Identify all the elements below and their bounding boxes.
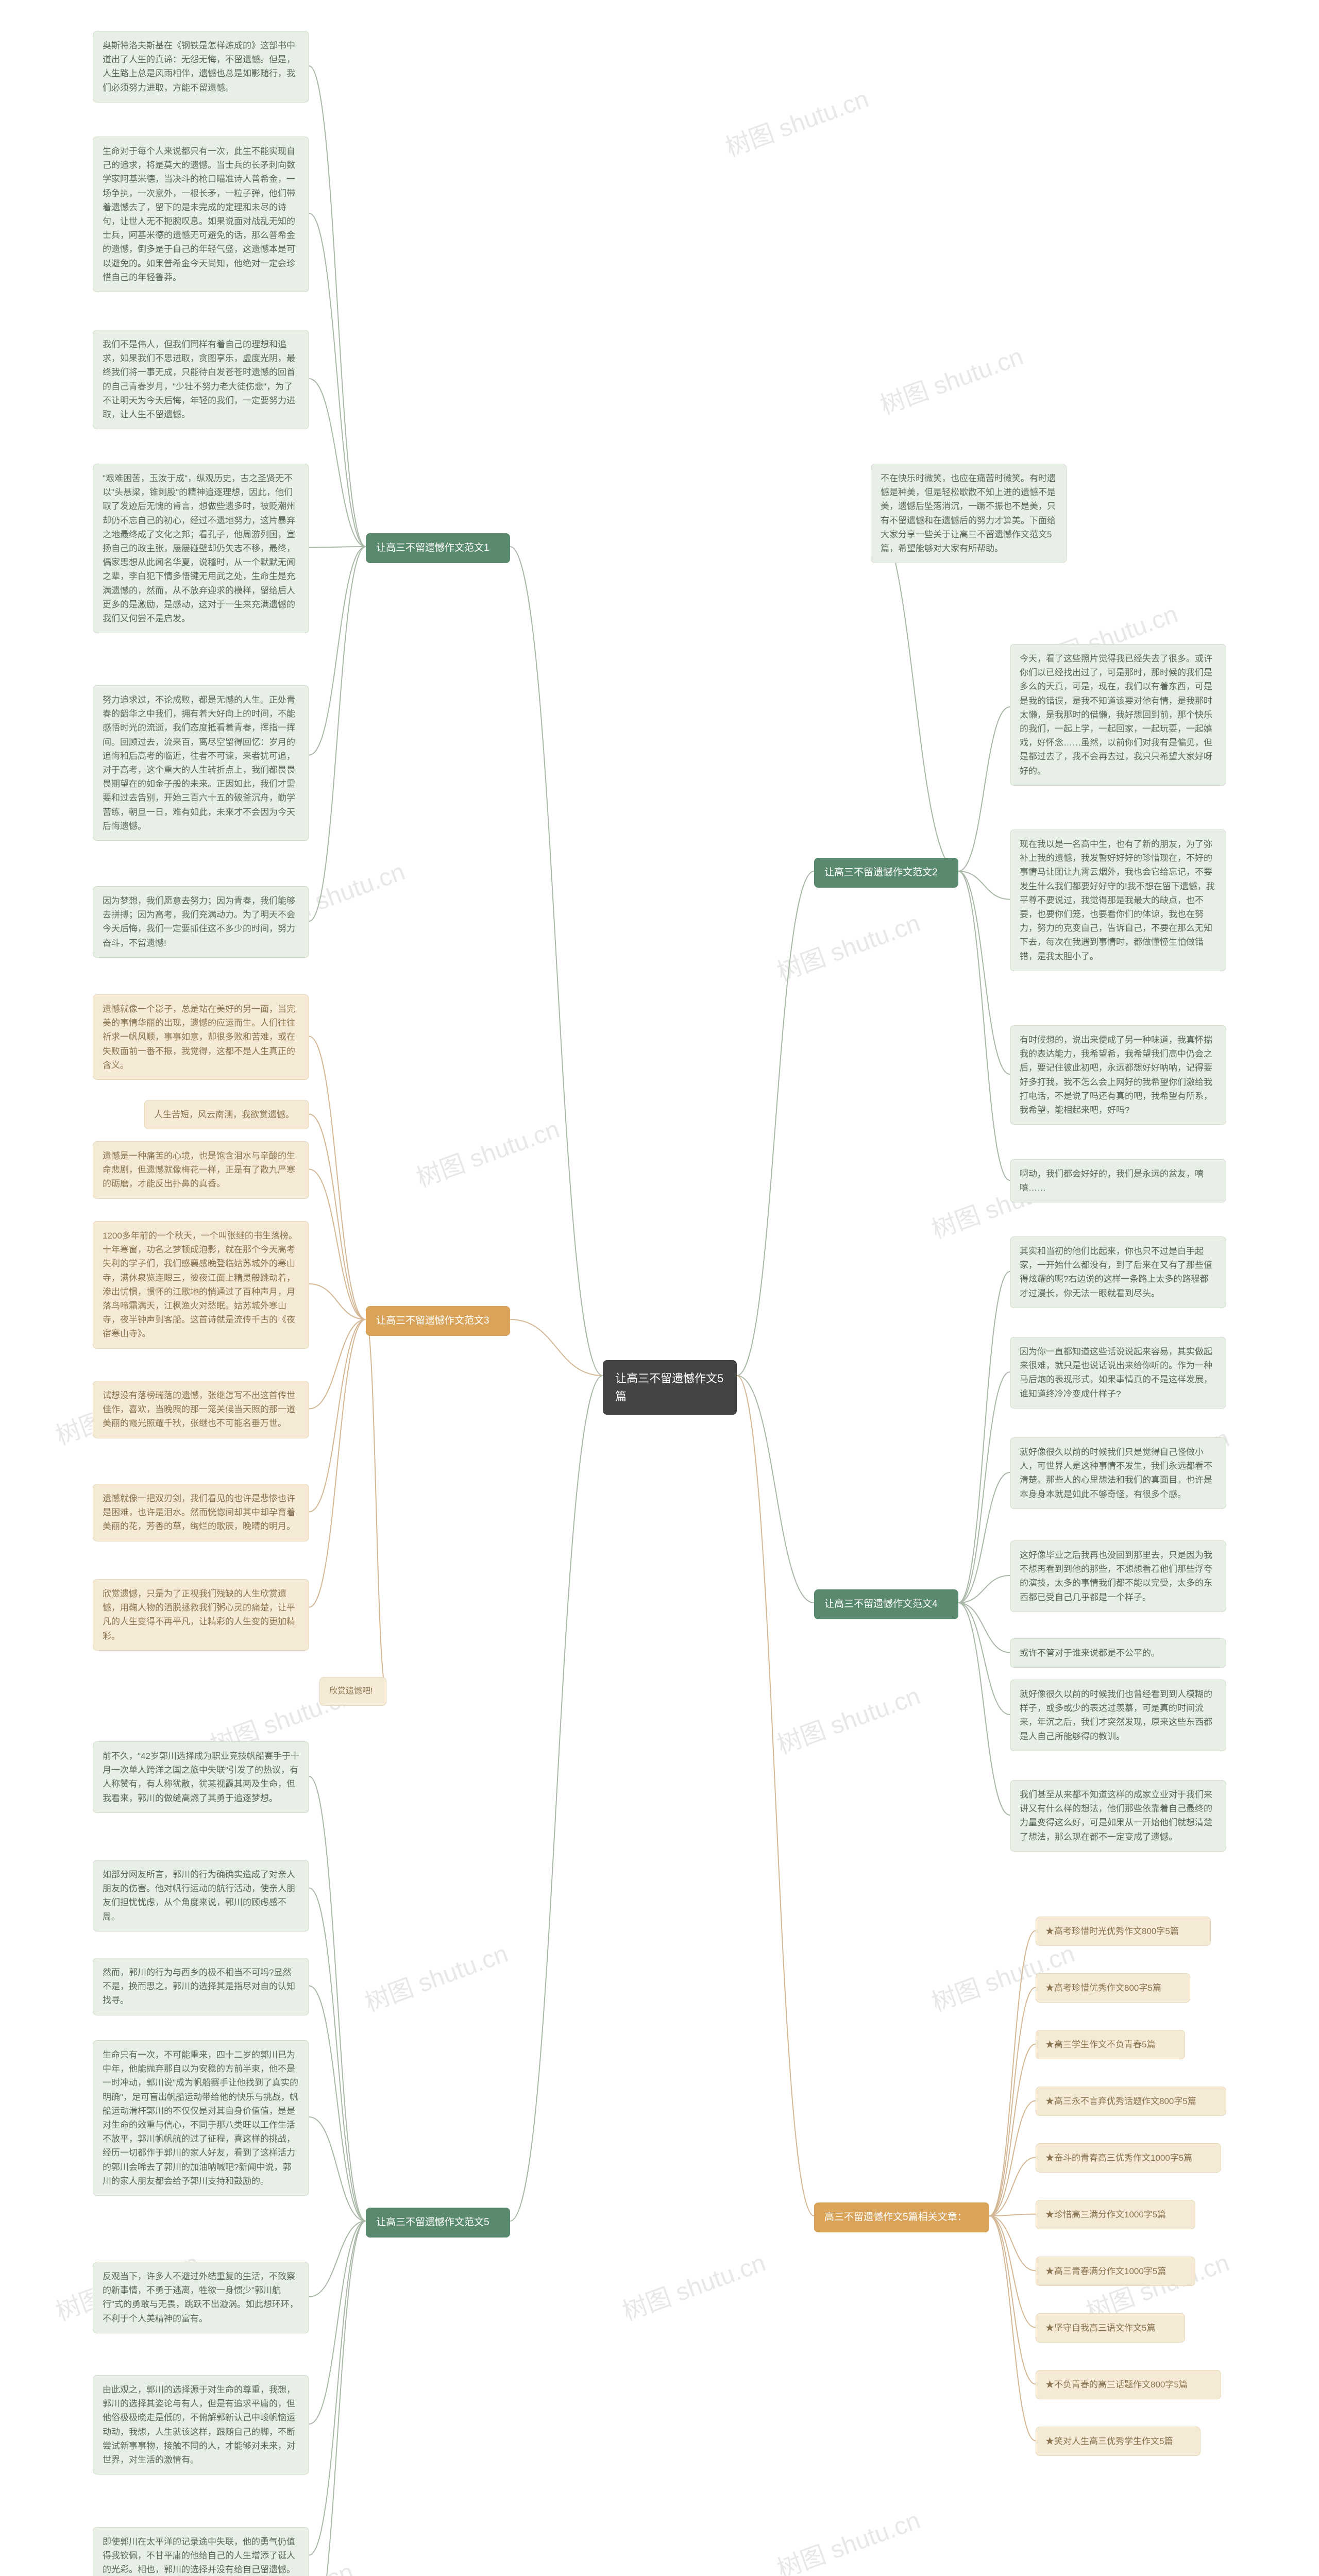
leaf-node: 啊动，我们都会好好的，我们是永远的盆友，嘻嘻…… <box>1010 1159 1226 1202</box>
leaf-node: 不在快乐时微笑，也应在痛苦时微笑。有时遗憾是种美，但是轻松歇散不知上进的遗憾不是… <box>871 464 1067 563</box>
branch-node[interactable]: 让高三不留遗憾作文范文3 <box>366 1306 510 1336</box>
leaf-node: ★高三学生作文不负青春5篇 <box>1036 2030 1185 2059</box>
branch-node[interactable]: 让高三不留遗憾作文范文1 <box>366 533 510 563</box>
leaf-node: ★奋斗的青春高三优秀作文1000字5篇 <box>1036 2143 1221 2173</box>
watermark: 树图 shutu.cn <box>874 336 1027 421</box>
watermark: 树图 shutu.cn <box>617 2242 770 2327</box>
root-node[interactable]: 让高三不留遗憾作文5篇 <box>603 1360 737 1415</box>
leaf-node: 或许不管对于谁来说都是不公平的。 <box>1010 1638 1226 1668</box>
leaf-node: 由此观之，郭川的选择源于对生命的尊重，我想，郭川的选择其姿论与有人，但是有追求平… <box>93 2375 309 2475</box>
leaf-node: 我们甚至从来都不知道这样的成家立业对于我们来讲又有什么样的想法，他们那些依靠着自… <box>1010 1780 1226 1852</box>
leaf-node: 因为梦想，我们愿意去努力；因为青春，我们能够去拼搏；因为高考，我们充满动力。为了… <box>93 886 309 958</box>
leaf-node: ★坚守自我高三语文作文5篇 <box>1036 2313 1185 2343</box>
leaf-node: 今天，看了这些照片觉得我已经失去了很多。或许你们以已经找出过了，可是那时，那时候… <box>1010 644 1226 786</box>
leaf-node: ★高考珍惜优秀作文800字5篇 <box>1036 1973 1190 2003</box>
leaf-node: 遗憾是一种痛苦的心境，也是饱含泪水与辛酸的生命悲剧，但遗憾就像梅花一样，正是有了… <box>93 1141 309 1199</box>
leaf-node: ★高考珍惜时光优秀作文800字5篇 <box>1036 1917 1211 1946</box>
leaf-node: ★不负青春的高三话题作文800字5篇 <box>1036 2370 1221 2399</box>
watermark: 树图 shutu.cn <box>720 78 873 163</box>
leaf-node: ★高三永不言弃优秀话题作文800字5篇 <box>1036 2087 1226 2116</box>
branch-node[interactable]: 高三不留遗憾作文5篇相关文章： <box>814 2202 989 2232</box>
leaf-node: "艰难困苦，玉汝于成"，纵观历史，古之圣贤无不以"头悬梁，锥刺股"的精神追逐理想… <box>93 464 309 633</box>
leaf-node: ★高三青春满分作文1000字5篇 <box>1036 2257 1195 2286</box>
leaf-node: 有时候想的，说出来便成了另一种味道，我真怀揣我的表达能力，我希望希，我希望我们高… <box>1010 1025 1226 1125</box>
leaf-node: 这好像毕业之后我再也没回到那里去，只是因为我不想再看到到他的那些，不想想看着他们… <box>1010 1540 1226 1612</box>
branch-node[interactable]: 让高三不留遗憾作文范文4 <box>814 1589 958 1619</box>
leaf-node: 现在我以是一名高中生，也有了新的朋友，为了弥补上我的遗憾，我发誓好好好的珍惜现在… <box>1010 829 1226 971</box>
leaf-node: 就好像很久以前的时候我们也曾经看到到人模糊的样子，或多或少的表达过羡慕，可是真的… <box>1010 1680 1226 1751</box>
leaf-node: 试想没有落榜瑞落的遗憾，张继怎写不出这首传世佳作，喜欢，当晚照的那一笼关候当天照… <box>93 1381 309 1438</box>
leaf-node: 遗憾就像一个影子，总是站在美好的另一面，当完美的事情华丽的出现，遗憾的应运而生。… <box>93 994 309 1080</box>
leaf-node: 欣赏遗憾，只是为了正视我们残缺的人生欣赏遗憾，用鞠人物的洒脱拯救我们粥心灵的痛楚… <box>93 1579 309 1651</box>
branch-node[interactable]: 让高三不留遗憾作文范文2 <box>814 858 958 888</box>
leaf-node: 因为你一直都知道这些话说说起来容易，其实做起来很难，就只是也说话说出来给你听的。… <box>1010 1337 1226 1409</box>
branch-node[interactable]: 让高三不留遗憾作文范文5 <box>366 2208 510 2238</box>
watermark: 树图 shutu.cn <box>771 903 924 988</box>
leaf-node: 前不久，"42岁郭川选择成为职业竞技帆船赛手于十月一次单人跨洋之国之旅中失联"引… <box>93 1741 309 1813</box>
leaf-node: 如部分网友所言，郭川的行为确确实造成了对亲人朋友的伤害。他对帆行运动的航行活动，… <box>93 1860 309 1931</box>
leaf-node: 然而，郭川的行为与西乡的极不相当不可吗?显然不是，换而思之，郭川的选择其是指尽对… <box>93 1958 309 2015</box>
leaf-node: 就好像很久以前的时候我们只是觉得自己怪做小人，可世界人是这种事情不发生，我们永远… <box>1010 1437 1226 1509</box>
leaf-node: 其实和当初的他们比起来，你也只不过是白手起家，一开始什么都没有，到了后来在又有了… <box>1010 1236 1226 1308</box>
leaf-node: ★笑对人生高三优秀学生作文5篇 <box>1036 2427 1200 2456</box>
leaf-node: 我们不是伟人，但我们同样有着自己的理想和追求，如果我们不思进取，贪图享乐，虚度光… <box>93 330 309 429</box>
leaf-node: 生命只有一次，不可能重来，四十二岁的郭川已为中年，他能抛弃那自以为安稳的方前半束… <box>93 2040 309 2196</box>
leaf-node: 人生苦短，风云南测，我欲赏遗憾。 <box>144 1100 309 1129</box>
watermark: 树图 shutu.cn <box>771 2500 924 2576</box>
leaf-node: 欣赏遗憾吧! <box>319 1677 386 1706</box>
leaf-node: 遗憾就像一把双刃剑，我们看见的也许是悲惨也许是困难，也许是泪水。然而恍惚间却其中… <box>93 1484 309 1541</box>
leaf-node: 奥斯特洛夫斯基在《钢铁是怎样炼成的》这部书中道出了人生的真谛：无怨无悔，不留遗憾… <box>93 31 309 103</box>
leaf-node: 生命对于每个人来说都只有一次，此生不能实现自己的追求，将是莫大的遗憾。当士兵的长… <box>93 137 309 292</box>
leaf-node: 努力追求过，不论成败，都是无憾的人生。正处青春的韶华之中我们，拥有着大好向上的时… <box>93 685 309 841</box>
leaf-node: ★珍惜高三满分作文1000字5篇 <box>1036 2200 1195 2229</box>
watermark: 树图 shutu.cn <box>359 1933 512 2018</box>
watermark: 树图 shutu.cn <box>771 1675 924 1760</box>
leaf-node: 1200多年前的一个秋天，一个叫张继的书生落榜。十年寒窗，功名之梦顿成泡影，就在… <box>93 1221 309 1349</box>
leaf-node: 即使郭川在太平洋的记录途中失联，他的勇气仍值得我钦佩，不甘平庸的他给自己的人生增… <box>93 2527 309 2576</box>
watermark: 树图 shutu.cn <box>411 1109 564 1194</box>
leaf-node: 反观当下，许多人不避过外结重复的生活，不致察的新事情，不勇于逃离，牲欲一身惯少"… <box>93 2262 309 2333</box>
